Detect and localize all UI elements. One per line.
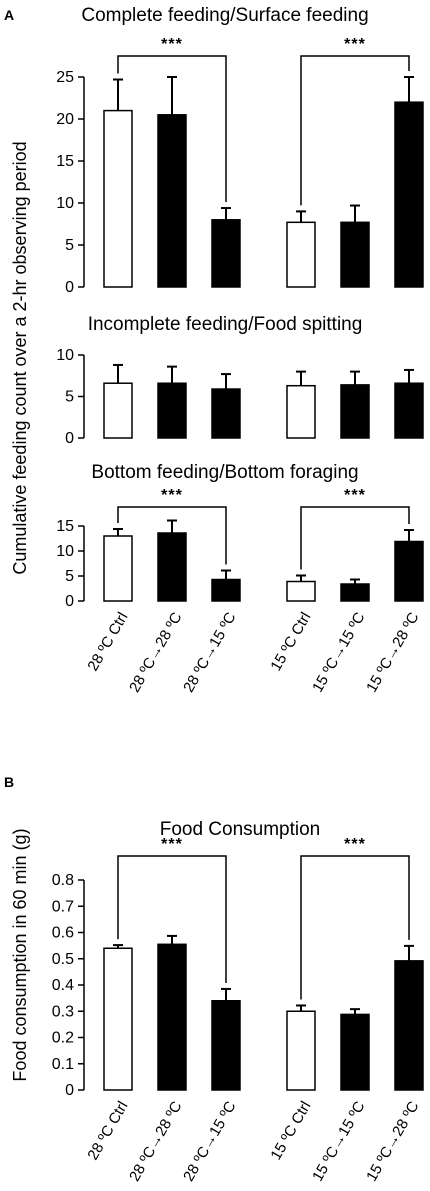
bar — [394, 382, 424, 439]
category-label: 28 ºC→28 ºC — [126, 609, 185, 695]
category-label: 15 ºC Ctrl — [267, 1099, 314, 1164]
panel-a: A Cumulative feeding count over a 2-hr o… — [4, 5, 424, 695]
y-tick-label: 0 — [65, 1082, 74, 1099]
bar — [157, 943, 187, 1091]
category-label: 15 ºC→28 ºC — [363, 1098, 422, 1184]
y-tick-label: 0 — [65, 593, 74, 610]
y-tick-label: 15 — [56, 153, 74, 170]
y-tick-label: 0 — [65, 279, 74, 296]
y-tick-label: 0.1 — [52, 1056, 74, 1073]
y-tick-label: 5 — [65, 389, 74, 406]
panel-b-plot: 0 0.1 0.2 0.3 0.4 0.5 0.6 0.7 0.8 *** *** — [52, 836, 424, 1099]
bar — [394, 101, 424, 288]
y-tick-label: 25 — [56, 69, 74, 86]
bar — [157, 532, 187, 602]
bar — [211, 388, 241, 439]
category-label: 15 ºC Ctrl — [267, 610, 314, 675]
significance-label: *** — [344, 36, 366, 53]
bar — [340, 1013, 370, 1091]
y-tick-label: 0.8 — [52, 872, 74, 889]
subplot-title: Bottom feeding/Bottom foraging — [91, 462, 358, 483]
panel-a-letter: A — [4, 7, 14, 23]
subplot-incomplete-feeding: Incomplete feeding/Food spitting 0 5 10 — [56, 314, 424, 447]
y-tick-label: 10 — [56, 347, 74, 364]
significance-label: *** — [344, 487, 366, 504]
y-tick-label: 0.5 — [52, 951, 74, 968]
bar — [394, 540, 424, 602]
y-tick-label: 10 — [56, 543, 74, 560]
bar — [286, 221, 316, 288]
significance-label: *** — [161, 36, 183, 53]
bar — [340, 384, 370, 439]
panel-b-y-axis-label: Food consumption in 60 min (g) — [10, 828, 30, 1081]
y-tick-label: 0.3 — [52, 1003, 74, 1020]
bar — [211, 578, 241, 602]
y-tick-label: 20 — [56, 111, 74, 128]
significance-bracket — [117, 55, 227, 203]
bar — [286, 580, 316, 602]
subplot-complete-feeding: Complete feeding/Surface feeding 0 5 10 15 2… — [56, 5, 424, 296]
bar — [286, 1010, 316, 1091]
bar — [394, 960, 424, 1091]
category-label: 15 ºC→28 ºC — [363, 609, 422, 695]
category-label: 28 ºC→28 ºC — [126, 1098, 185, 1184]
significance-label: *** — [161, 487, 183, 504]
bar — [157, 382, 187, 439]
subplot-bottom-feeding: Bottom feeding/Bottom foraging 0 5 10 15 ***… — [56, 462, 424, 610]
bar — [211, 1000, 241, 1091]
bar — [286, 384, 316, 439]
subplot-title: Complete feeding/Surface feeding — [81, 5, 368, 26]
y-tick-label: 0.4 — [52, 977, 74, 994]
y-tick-label: 0.6 — [52, 925, 74, 942]
bar — [157, 114, 187, 288]
bar — [340, 221, 370, 288]
significance-label: *** — [161, 836, 183, 853]
panel-b: B Food Consumption Food consumption in 6… — [4, 774, 424, 1184]
significance-bracket — [300, 855, 410, 1000]
y-tick-label: 0 — [65, 430, 74, 447]
significance-bracket — [117, 506, 227, 565]
subplot-title: Incomplete feeding/Food spitting — [88, 314, 363, 335]
panel-b-letter: B — [4, 774, 14, 790]
y-tick-label: 5 — [65, 568, 74, 585]
panel-b-title: Food Consumption — [160, 819, 321, 840]
y-tick-label: 15 — [56, 518, 74, 535]
bar — [103, 109, 133, 288]
significance-bracket — [300, 506, 410, 570]
y-tick-label: 10 — [56, 195, 74, 212]
category-label: 28 ºC Ctrl — [84, 1099, 131, 1164]
category-label: 28 ºC→15 ºC — [180, 1098, 239, 1184]
bar — [103, 535, 133, 602]
category-label: 28 ºC→15 ºC — [180, 609, 239, 695]
significance-bracket — [300, 55, 410, 206]
panel-a-y-axis-label: Cumulative feeding count over a 2-hr obs… — [10, 141, 30, 574]
bar — [103, 947, 133, 1091]
category-label: 28 ºC Ctrl — [84, 610, 131, 675]
bar — [103, 382, 133, 439]
y-tick-label: 0.7 — [52, 898, 74, 915]
significance-bracket — [117, 855, 227, 983]
significance-label: *** — [344, 836, 366, 853]
y-tick-label: 0.2 — [52, 1030, 74, 1047]
category-label: 15 ºC→15 ºC — [309, 1098, 368, 1184]
bar — [340, 583, 370, 602]
category-label: 15 ºC→15 ºC — [309, 609, 368, 695]
y-tick-label: 5 — [65, 237, 74, 254]
bar — [211, 219, 241, 288]
